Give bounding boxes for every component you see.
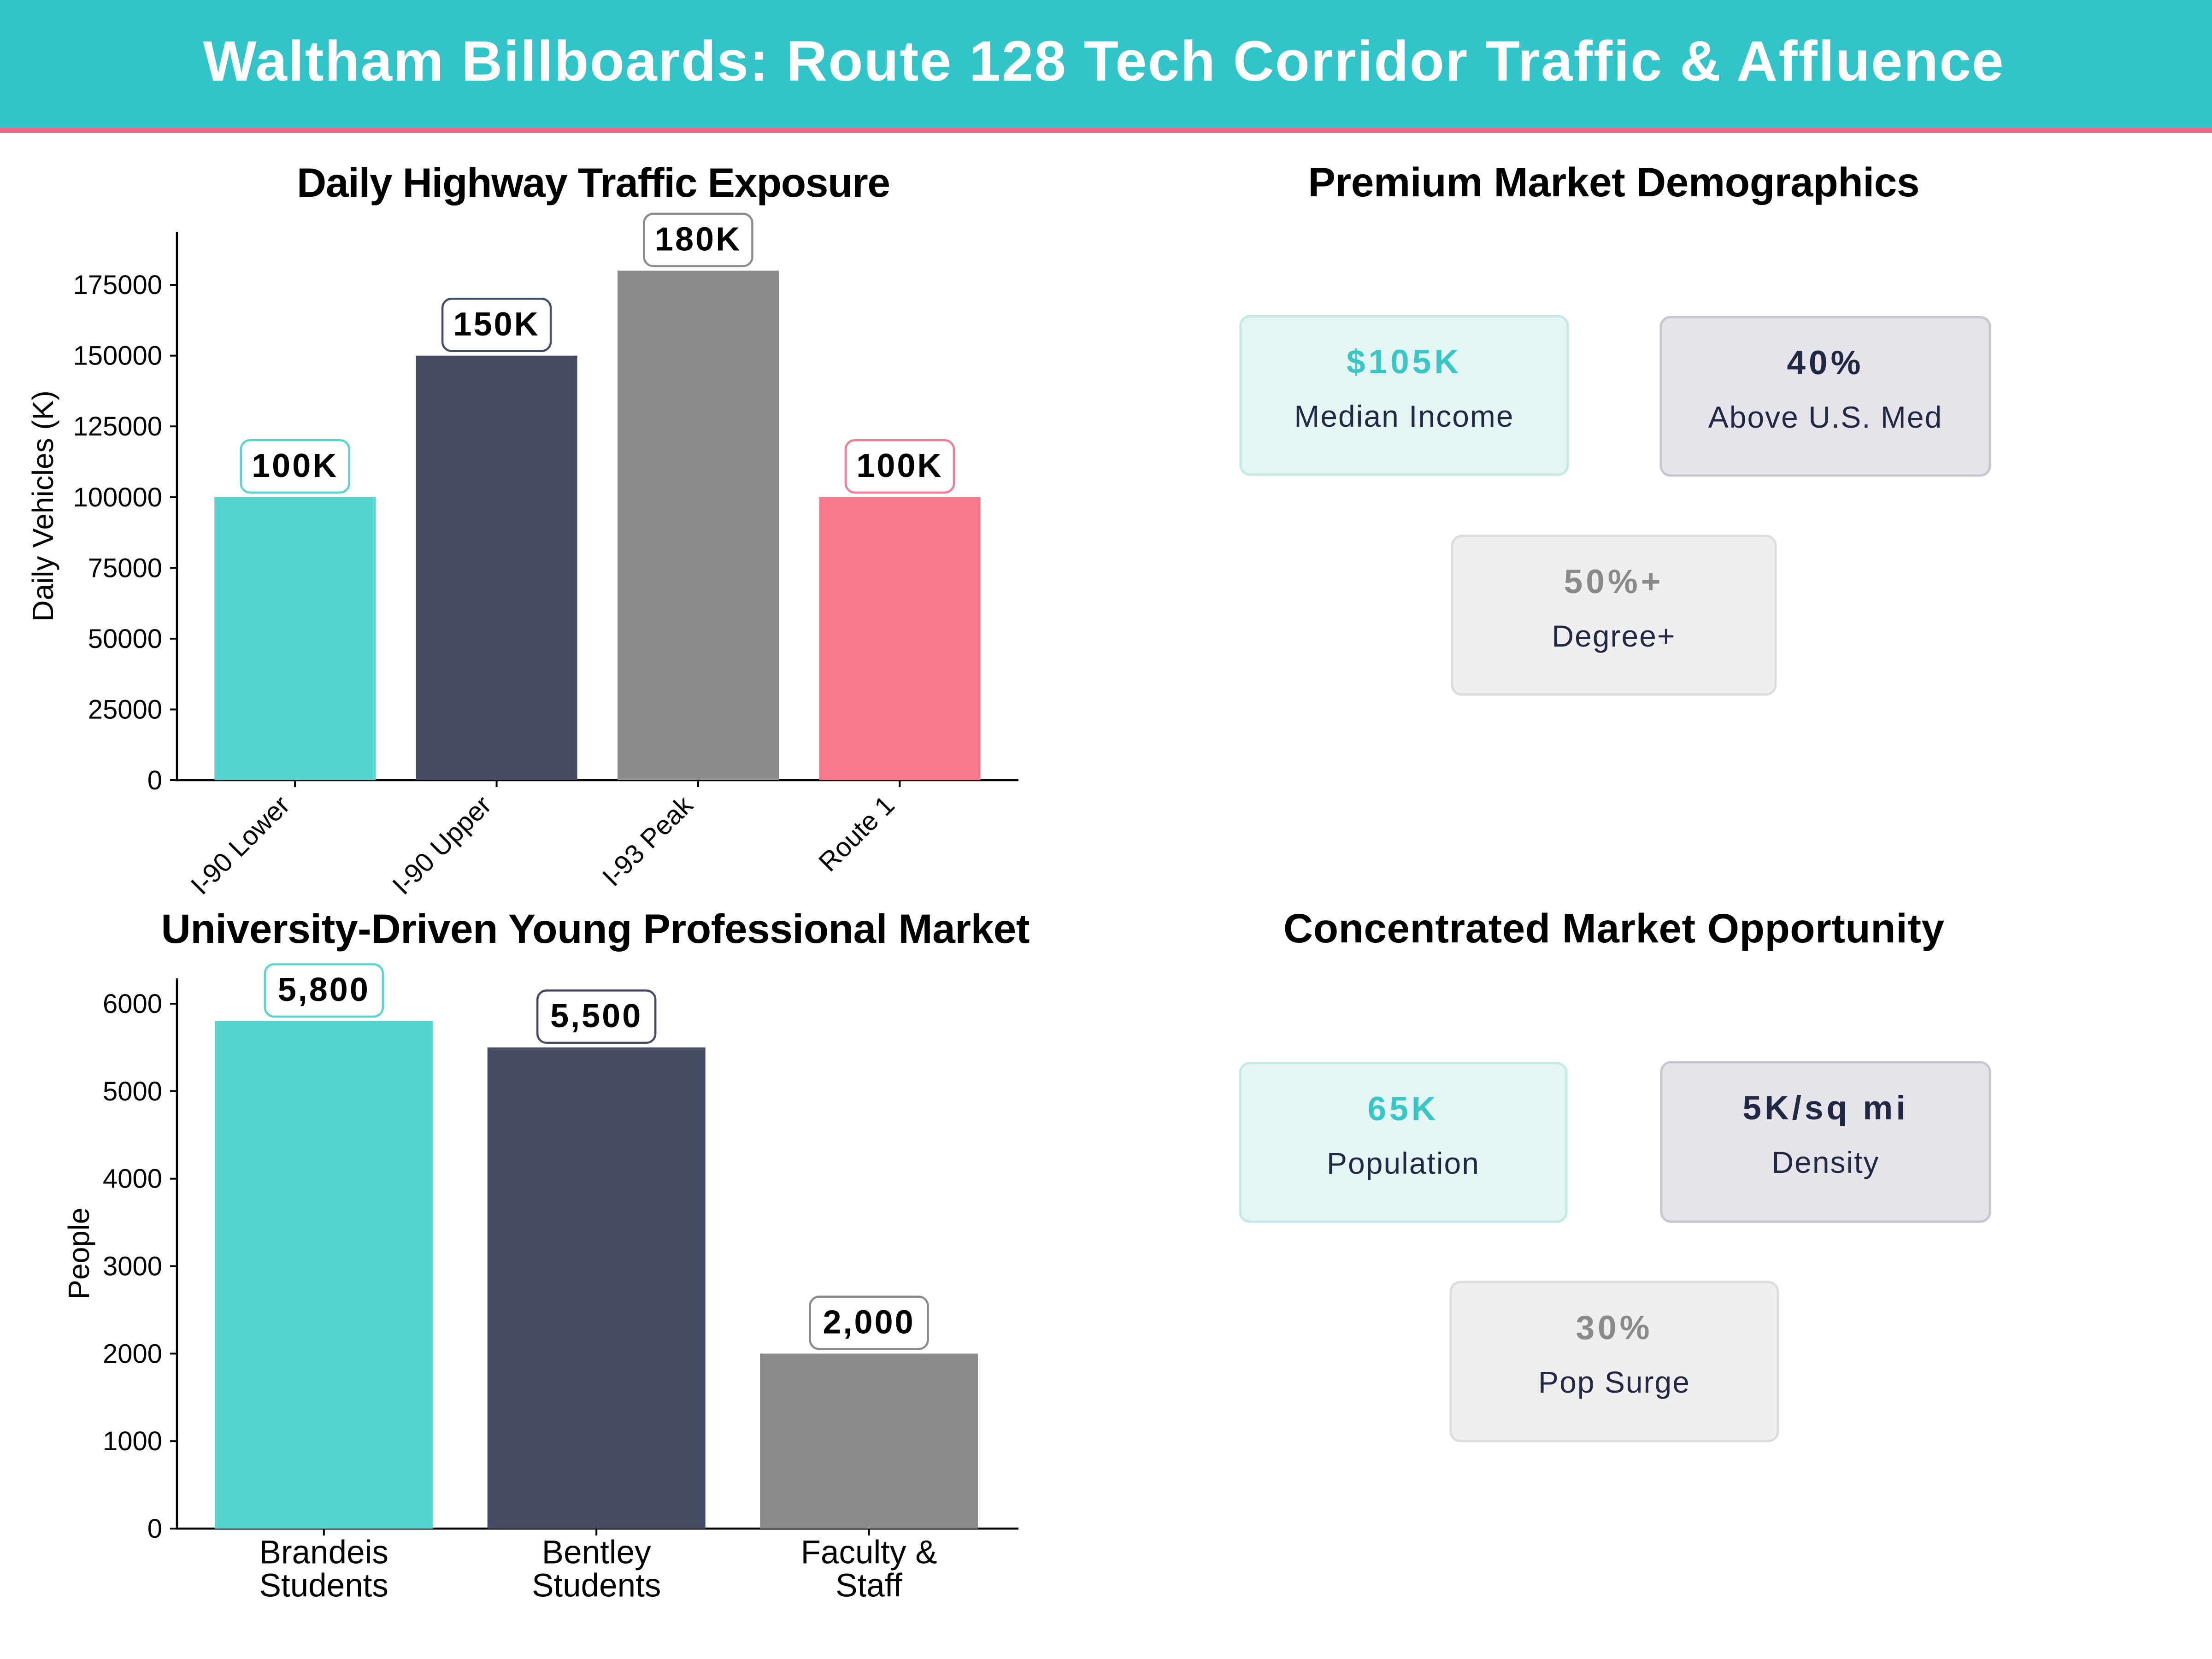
svg-text:0: 0 xyxy=(147,765,162,795)
svg-text:5000: 5000 xyxy=(103,1077,162,1106)
svg-text:50000: 50000 xyxy=(88,624,162,654)
svg-text:Waltham Billboards: Route 128: Waltham Billboards: Route 128 Tech Corri… xyxy=(203,30,2004,93)
svg-text:4000: 4000 xyxy=(103,1164,162,1194)
svg-text:50%+: 50%+ xyxy=(1564,563,1664,600)
svg-text:Daily Vehicles (K): Daily Vehicles (K) xyxy=(26,390,59,622)
svg-text:2000: 2000 xyxy=(103,1339,162,1369)
svg-text:5,800: 5,800 xyxy=(278,971,370,1008)
svg-text:150000: 150000 xyxy=(73,341,162,371)
svg-text:Degree+: Degree+ xyxy=(1552,619,1676,653)
svg-text:Brandeis: Brandeis xyxy=(259,1535,388,1571)
svg-text:Premium Market Demographics: Premium Market Demographics xyxy=(1308,159,1920,205)
svg-text:100K: 100K xyxy=(856,447,943,484)
svg-text:0: 0 xyxy=(147,1514,162,1544)
svg-text:150K: 150K xyxy=(453,306,540,343)
svg-text:Faculty &: Faculty & xyxy=(801,1535,937,1571)
svg-text:Daily Highway Traffic Exposure: Daily Highway Traffic Exposure xyxy=(297,159,890,206)
svg-text:Students: Students xyxy=(532,1568,661,1604)
svg-text:25000: 25000 xyxy=(88,695,162,725)
svg-text:6000: 6000 xyxy=(103,989,162,1019)
svg-text:75000: 75000 xyxy=(88,553,162,583)
svg-text:People: People xyxy=(62,1207,95,1299)
svg-text:2,000: 2,000 xyxy=(823,1304,915,1341)
svg-text:Density: Density xyxy=(1771,1145,1879,1179)
svg-text:175000: 175000 xyxy=(73,270,162,300)
svg-text:University-Driven Young Profes: University-Driven Young Professional Mar… xyxy=(161,906,1030,952)
svg-text:100000: 100000 xyxy=(73,482,162,512)
svg-text:Median Income: Median Income xyxy=(1294,399,1514,433)
svg-text:30%: 30% xyxy=(1576,1309,1653,1347)
svg-text:5,500: 5,500 xyxy=(550,998,642,1035)
svg-text:5K/sq mi: 5K/sq mi xyxy=(1742,1089,1908,1127)
svg-text:125000: 125000 xyxy=(73,412,162,441)
svg-text:180K: 180K xyxy=(655,221,741,258)
svg-text:Pop Surge: Pop Surge xyxy=(1538,1365,1690,1399)
svg-text:3000: 3000 xyxy=(103,1252,162,1282)
svg-text:$105K: $105K xyxy=(1347,343,1462,381)
svg-text:Concentrated Market Opportunit: Concentrated Market Opportunity xyxy=(1283,905,1945,951)
svg-text:40%: 40% xyxy=(1787,344,1864,382)
svg-text:Above U.S. Med: Above U.S. Med xyxy=(1708,400,1943,434)
svg-text:Population: Population xyxy=(1327,1146,1480,1180)
svg-text:65K: 65K xyxy=(1368,1090,1439,1128)
svg-text:Bentley: Bentley xyxy=(542,1535,651,1571)
svg-text:Staff: Staff xyxy=(835,1568,902,1604)
svg-text:Students: Students xyxy=(259,1568,388,1604)
svg-text:100K: 100K xyxy=(252,447,338,484)
svg-text:1000: 1000 xyxy=(103,1426,162,1456)
